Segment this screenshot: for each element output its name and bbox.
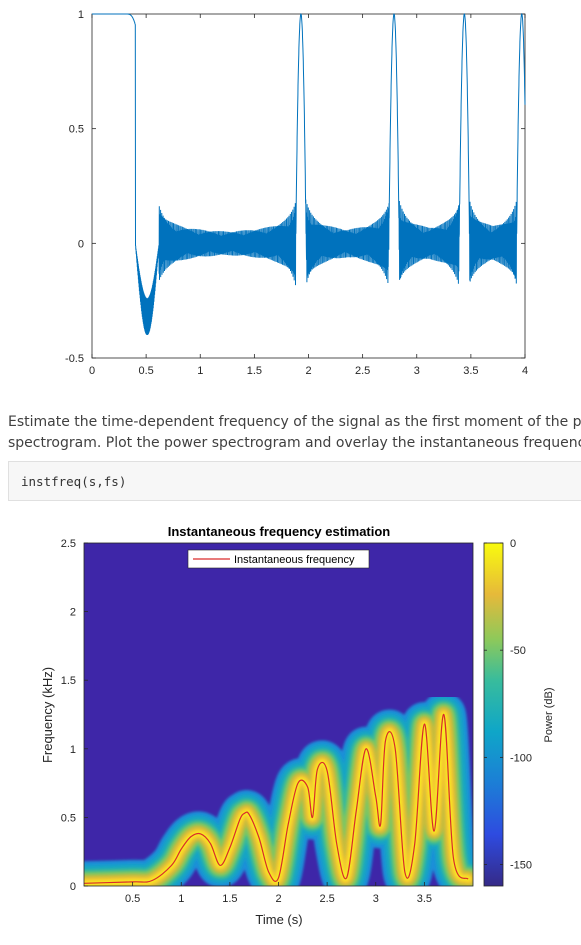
plot1-axes xyxy=(91,13,526,359)
y-tick-label: 0 xyxy=(70,881,76,893)
description-line-1: Estimate the time-dependent frequency of… xyxy=(8,414,581,430)
y-tick-label: 1 xyxy=(70,744,76,756)
y-tick-label: -0.5 xyxy=(65,353,84,365)
x-tick-label: 1.5 xyxy=(247,365,262,377)
y-tick-label: 0.5 xyxy=(61,812,76,824)
y-tick-label: 1.5 xyxy=(61,675,76,687)
x-tick-label: 0 xyxy=(89,365,95,377)
signal-line xyxy=(92,12,526,336)
code-block: instfreq(s,fs) xyxy=(8,461,581,501)
x-tick-label: 4 xyxy=(522,365,528,377)
spectrogram-figure: Instantaneous frequency estimation 0.5 1 1… xyxy=(40,524,555,927)
spectrogram-title: Instantaneous frequency estimation xyxy=(168,524,391,539)
x-tick-label: 3 xyxy=(414,365,420,377)
signal-plot: 0 0.5 1 1.5 2 2.5 3 3.5 4 -0.5 0 0.5 1 xyxy=(65,9,528,377)
colorbar-tick-label: -100 xyxy=(510,752,532,764)
x-tick-label: 2 xyxy=(275,893,281,905)
legend-box xyxy=(187,549,370,569)
y-tick-label: 0.5 xyxy=(69,124,84,136)
x-axis-label: Time (s) xyxy=(255,912,302,927)
colorbar-label: Power (dB) xyxy=(543,687,555,742)
x-tick-label: 0.5 xyxy=(125,893,140,905)
y-axis-label: Frequency (kHz) xyxy=(40,667,55,763)
legend-label: Instantaneous frequency xyxy=(234,554,355,566)
x-tick-label: 2 xyxy=(305,365,311,377)
colorbar-tick-label: 0 xyxy=(510,538,516,550)
x-tick-label: 2.5 xyxy=(355,365,370,377)
description-line-2: spectrogram. Plot the power spectrogram … xyxy=(8,435,581,451)
x-tick-label: 2.5 xyxy=(319,893,334,905)
x-tick-label: 0.5 xyxy=(138,365,153,377)
x-tick-label: 1.5 xyxy=(222,893,237,905)
x-tick-label: 3.5 xyxy=(417,893,432,905)
instantaneous-frequency-line xyxy=(84,713,469,884)
y-tick-label: 2.5 xyxy=(61,538,76,550)
description-paragraph: Estimate the time-dependent frequency of… xyxy=(8,412,581,454)
y-tick-label: 1 xyxy=(78,9,84,21)
x-tick-label: 1 xyxy=(197,365,203,377)
colorbar xyxy=(483,542,504,887)
y-tick-label: 2 xyxy=(70,607,76,619)
colorbar-tick-label: -50 xyxy=(510,645,526,657)
y-tick-label: 0 xyxy=(78,238,84,250)
code-text: instfreq(s,fs) xyxy=(21,474,127,489)
x-tick-label: 3.5 xyxy=(463,365,478,377)
x-tick-label: 1 xyxy=(178,893,184,905)
colorbar-tick-label: -150 xyxy=(510,860,532,872)
legend: Instantaneous frequency xyxy=(187,549,370,569)
x-tick-label: 3 xyxy=(373,893,379,905)
